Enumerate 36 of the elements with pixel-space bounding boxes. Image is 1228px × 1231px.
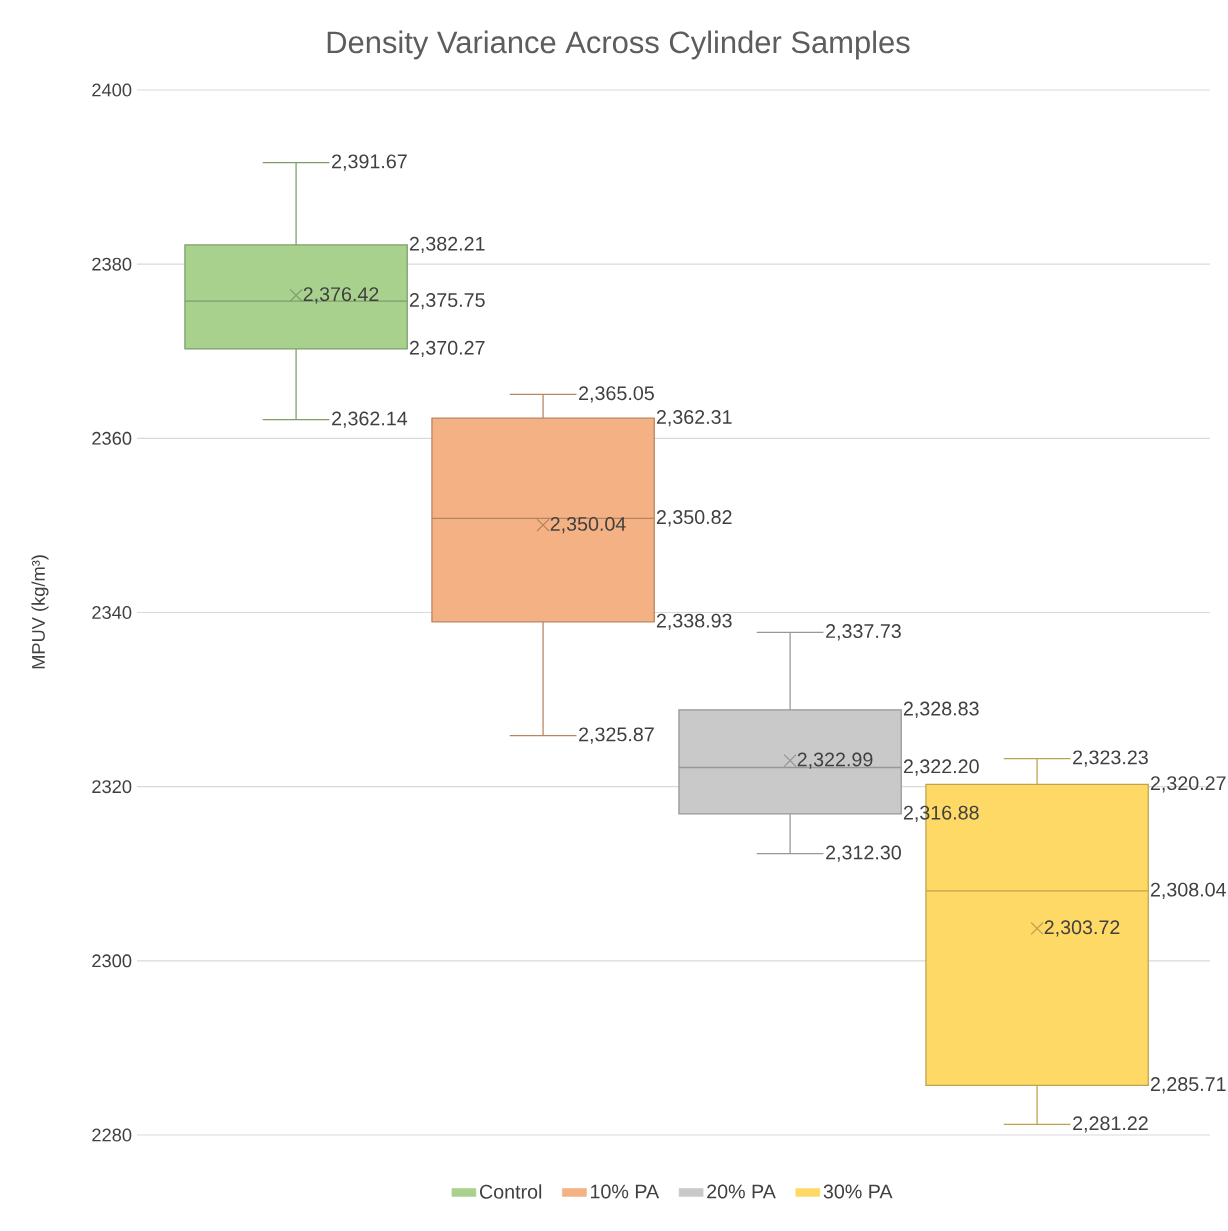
y-tick-label: 2280 bbox=[92, 1128, 132, 1142]
y-tick-label: 2300 bbox=[92, 954, 132, 968]
annotation: 2,325.87 bbox=[579, 727, 654, 744]
annotation: 2,322.99 bbox=[797, 752, 873, 769]
annotation: 2,308.04 bbox=[1150, 882, 1226, 899]
annotation: 2,322.20 bbox=[903, 759, 979, 776]
y-tick-label: 2320 bbox=[92, 780, 132, 794]
y-tick-label: 2360 bbox=[92, 431, 132, 445]
y-axis-title: MPUV (kg/m³) bbox=[31, 555, 49, 669]
annotation: 2,382.21 bbox=[409, 236, 485, 254]
annotation: 2,323.23 bbox=[1073, 750, 1148, 767]
annotation: 2,376.42 bbox=[303, 287, 379, 304]
annotation: 2,328.83 bbox=[903, 701, 979, 718]
y-tick-label: 2400 bbox=[92, 83, 132, 97]
annotation: 2,350.04 bbox=[550, 516, 626, 534]
annotation: 2,312.30 bbox=[826, 845, 901, 862]
annotation: 2,281.22 bbox=[1073, 1116, 1148, 1133]
annotation: 2,362.31 bbox=[656, 410, 732, 427]
y-tick-label: 2380 bbox=[92, 257, 132, 271]
annotation: 2,391.67 bbox=[332, 154, 407, 171]
annotation: 2,303.72 bbox=[1044, 920, 1120, 937]
annotation: 2,370.27 bbox=[409, 340, 485, 358]
annotation: 2,365.05 bbox=[579, 386, 654, 403]
y-tick-label: 2340 bbox=[92, 606, 132, 619]
chart-title: Density Variance Across Cylinder Samples bbox=[327, 30, 910, 60]
legend-label: 30% PA bbox=[823, 1184, 893, 1199]
legend-label: 10% PA bbox=[591, 1184, 660, 1199]
legend-label: 20% PA bbox=[707, 1184, 776, 1199]
annotation: 2,375.75 bbox=[409, 293, 485, 310]
legend-label: Control bbox=[480, 1184, 542, 1199]
annotation: 2,285.71 bbox=[1150, 1077, 1226, 1094]
annotation: 2,337.73 bbox=[826, 624, 901, 641]
annotation: 2,338.93 bbox=[656, 613, 732, 630]
annotation: 2,320.27 bbox=[1150, 776, 1226, 793]
annotation: 2,362.14 bbox=[332, 411, 408, 428]
annotation: 2,350.82 bbox=[656, 510, 732, 527]
